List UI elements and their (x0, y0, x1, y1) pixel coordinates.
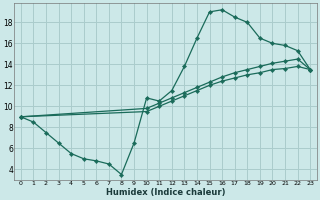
X-axis label: Humidex (Indice chaleur): Humidex (Indice chaleur) (106, 188, 225, 197)
